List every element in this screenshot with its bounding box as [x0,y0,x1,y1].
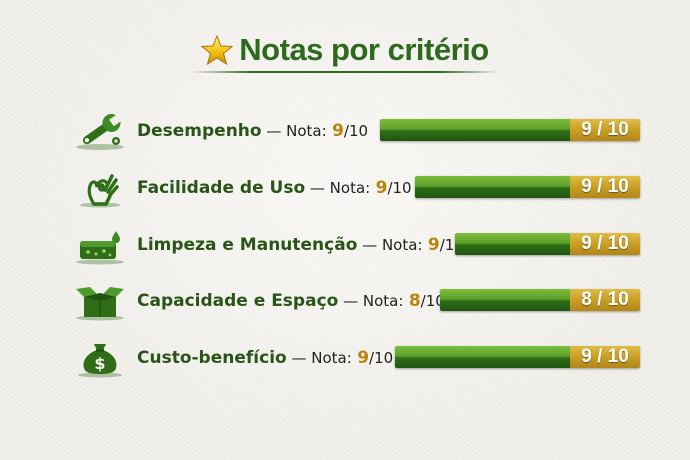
score-bar: 9 / 10 [455,233,640,255]
ok-hand-icon [80,174,120,208]
score-prefix: Nota: [362,292,404,310]
criterion-label: Capacidade e Espaço — Nota: 8/10 [137,290,445,312]
score-bar-fill [415,176,618,198]
score-denominator: /10 [369,349,394,367]
score-bar: 9 / 10 [380,119,640,141]
score-separator: — [261,122,287,140]
wrench-icon [76,113,124,150]
score-prefix: Nota: [311,349,352,367]
score-badge: 9 / 10 [570,233,640,255]
criterion-name: Custo-benefício [137,348,287,368]
score-value: 9 [375,178,388,198]
criterion-label: Limpeza e Manutenção — Nota: 9/10 [137,234,464,256]
score-separator: — [305,179,330,197]
sponge-icon [76,231,124,265]
score-bar-fill [440,289,600,311]
score-prefix: Nota: [381,236,423,254]
money-bag-icon: $ [78,344,122,378]
score-bar: 9 / 10 [415,176,640,198]
score-badge: 9 / 10 [570,119,640,141]
score-denominator: /10 [420,292,445,310]
score-value: 9 [427,235,440,255]
score-badge: 8 / 10 [570,289,640,311]
title-divider [190,71,500,73]
score-separator: — [338,292,363,310]
criterion-row-capacidade: Capacidade e Espaço — Nota: 8/10 8 / 10 [0,281,690,321]
score-bar: 8 / 10 [440,289,640,311]
svg-text:$: $ [94,354,105,373]
criterion-row-desempenho: Desempenho — Nota: 9/10 9 / 10 [0,111,690,151]
criterion-name: Limpeza e Manutenção [137,235,358,255]
criterion-row-custo: $ Custo-benefício — Nota: 9/10 9 / 10 [0,338,690,378]
score-prefix: Nota: [286,122,327,140]
criterion-label: Desempenho — Nota: 9/10 [137,120,368,142]
score-denominator: /10 [343,122,369,140]
score-badge: 9 / 10 [570,176,640,198]
score-value: 9 [332,121,344,141]
score-bar-fill [395,346,616,368]
open-box-icon [76,287,124,321]
score-denominator: /10 [387,179,412,197]
criterion-name: Facilidade de Uso [137,178,306,198]
criterion-label: Custo-benefício — Nota: 9/10 [137,347,393,369]
criterion-name: Capacidade e Espaço [137,291,339,311]
criterion-label: Facilidade de Uso — Nota: 9/10 [137,177,412,199]
title-area: Notas por critério [0,30,690,70]
score-value: 8 [408,291,421,311]
score-bar-fill [380,119,614,141]
score-value: 9 [357,348,370,368]
criterion-name: Desempenho [137,121,262,141]
page-title: Notas por critério [239,32,489,67]
star-icon [201,34,234,66]
score-badge: 9 / 10 [570,346,640,368]
criterion-row-facilidade: Facilidade de Uso — Nota: 9/10 9 / 10 [0,168,690,208]
criterion-row-limpeza: Limpeza e Manutenção — Nota: 9/10 9 / 10 [0,225,690,265]
score-separator: — [357,236,382,254]
score-prefix: Nota: [329,179,371,197]
score-separator: — [286,349,312,367]
score-bar: 9 / 10 [395,346,640,368]
